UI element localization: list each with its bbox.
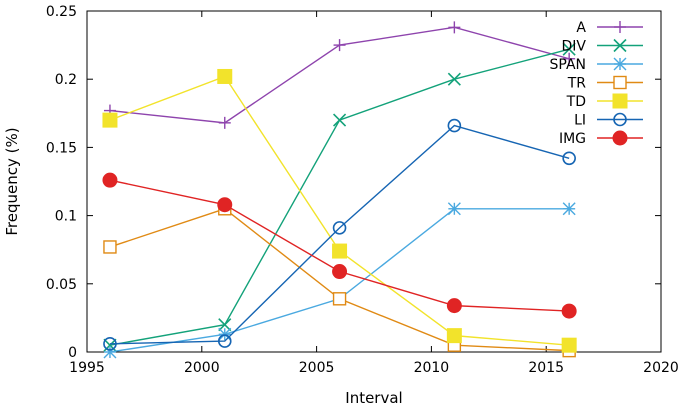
x-tick-label: 1995	[69, 360, 105, 376]
data-point-td	[561, 337, 577, 353]
plot-frame	[86, 10, 662, 353]
data-point-li	[217, 334, 232, 348]
data-point-img	[446, 298, 462, 314]
x-tick-label: 2000	[184, 360, 220, 376]
legend-entry-td: TD	[566, 93, 643, 110]
series-img	[102, 172, 577, 319]
y-tick-label: 0.05	[46, 277, 77, 293]
legend-label-tr: TR	[567, 76, 587, 92]
data-point-span	[447, 202, 461, 216]
data-point-img	[217, 197, 233, 213]
data-point-span	[562, 202, 576, 216]
legend-marker-span	[613, 57, 627, 71]
x-tick-label: 2005	[299, 360, 335, 376]
data-point-a	[333, 39, 346, 52]
data-point-li	[562, 151, 576, 166]
legend-entry-a: A	[576, 20, 643, 36]
axes: 1995 2000 2005 2010 2015 2020 0 0.05 0.1 0.15 0.2 0…	[46, 4, 679, 376]
x-tick-label: 2020	[643, 360, 679, 376]
data-point-li	[332, 221, 347, 235]
legend-marker-div	[613, 38, 627, 53]
data-point-div	[332, 113, 347, 127]
legend-entry-tr: TR	[567, 76, 643, 92]
data-point-td	[446, 328, 462, 344]
data-point-li	[103, 337, 117, 351]
y-tick-label: 0.15	[46, 140, 77, 156]
data-point-a	[448, 21, 461, 34]
legend-marker-tr	[613, 75, 627, 90]
data-point-a	[218, 116, 231, 129]
data-point-td	[102, 112, 118, 128]
y-tick-label: 0.1	[55, 209, 77, 225]
legend-marker-a	[614, 21, 626, 33]
series-li	[103, 118, 576, 351]
y-tick-label: 0	[68, 345, 77, 361]
data-point-tr	[103, 240, 117, 254]
legend-entry-span: SPAN	[550, 57, 643, 73]
data-point-img	[561, 303, 577, 319]
x-axis-label: Interval	[345, 389, 402, 407]
y-tick-label: 0.25	[46, 4, 77, 20]
data-point-div	[562, 42, 576, 56]
series-a	[103, 21, 576, 129]
legend-marker-td	[612, 93, 628, 109]
data-point-div	[447, 72, 461, 86]
series-line-span	[109, 208, 570, 353]
legend-label-a: A	[576, 20, 586, 36]
legend-label-li: LI	[574, 113, 586, 129]
series-line-li	[109, 124, 570, 345]
data-point-span	[218, 327, 232, 341]
legend-label-div: DIV	[562, 39, 587, 55]
series-div	[103, 42, 576, 352]
legend: A DIV SPAN TR TD LI IMG	[550, 20, 643, 147]
series-line-tr	[109, 207, 570, 352]
y-tick-label: 0.2	[55, 72, 77, 88]
legend-marker-img	[612, 130, 628, 146]
series-td	[102, 68, 577, 353]
x-tick-label: 2015	[528, 360, 564, 376]
legend-entry-li: LI	[574, 113, 643, 129]
data-point-tr	[332, 292, 347, 306]
data-point-img	[102, 172, 118, 188]
legend-marker-li	[613, 112, 627, 127]
legend-label-span: SPAN	[550, 57, 586, 73]
legend-label-td: TD	[566, 94, 586, 110]
data-point-a	[563, 52, 576, 65]
legend-entry-img: IMG	[559, 130, 643, 147]
data-point-td	[217, 68, 233, 84]
y-axis-label: Frequency (%)	[3, 127, 21, 235]
data-point-div	[218, 318, 232, 332]
data-point-img	[332, 264, 348, 280]
legend-label-img: IMG	[559, 131, 586, 147]
series-layer	[102, 21, 577, 359]
data-point-td	[332, 243, 348, 259]
x-tick-label: 2010	[414, 360, 450, 376]
legend-entry-div: DIV	[562, 38, 643, 55]
data-point-li	[447, 118, 462, 133]
